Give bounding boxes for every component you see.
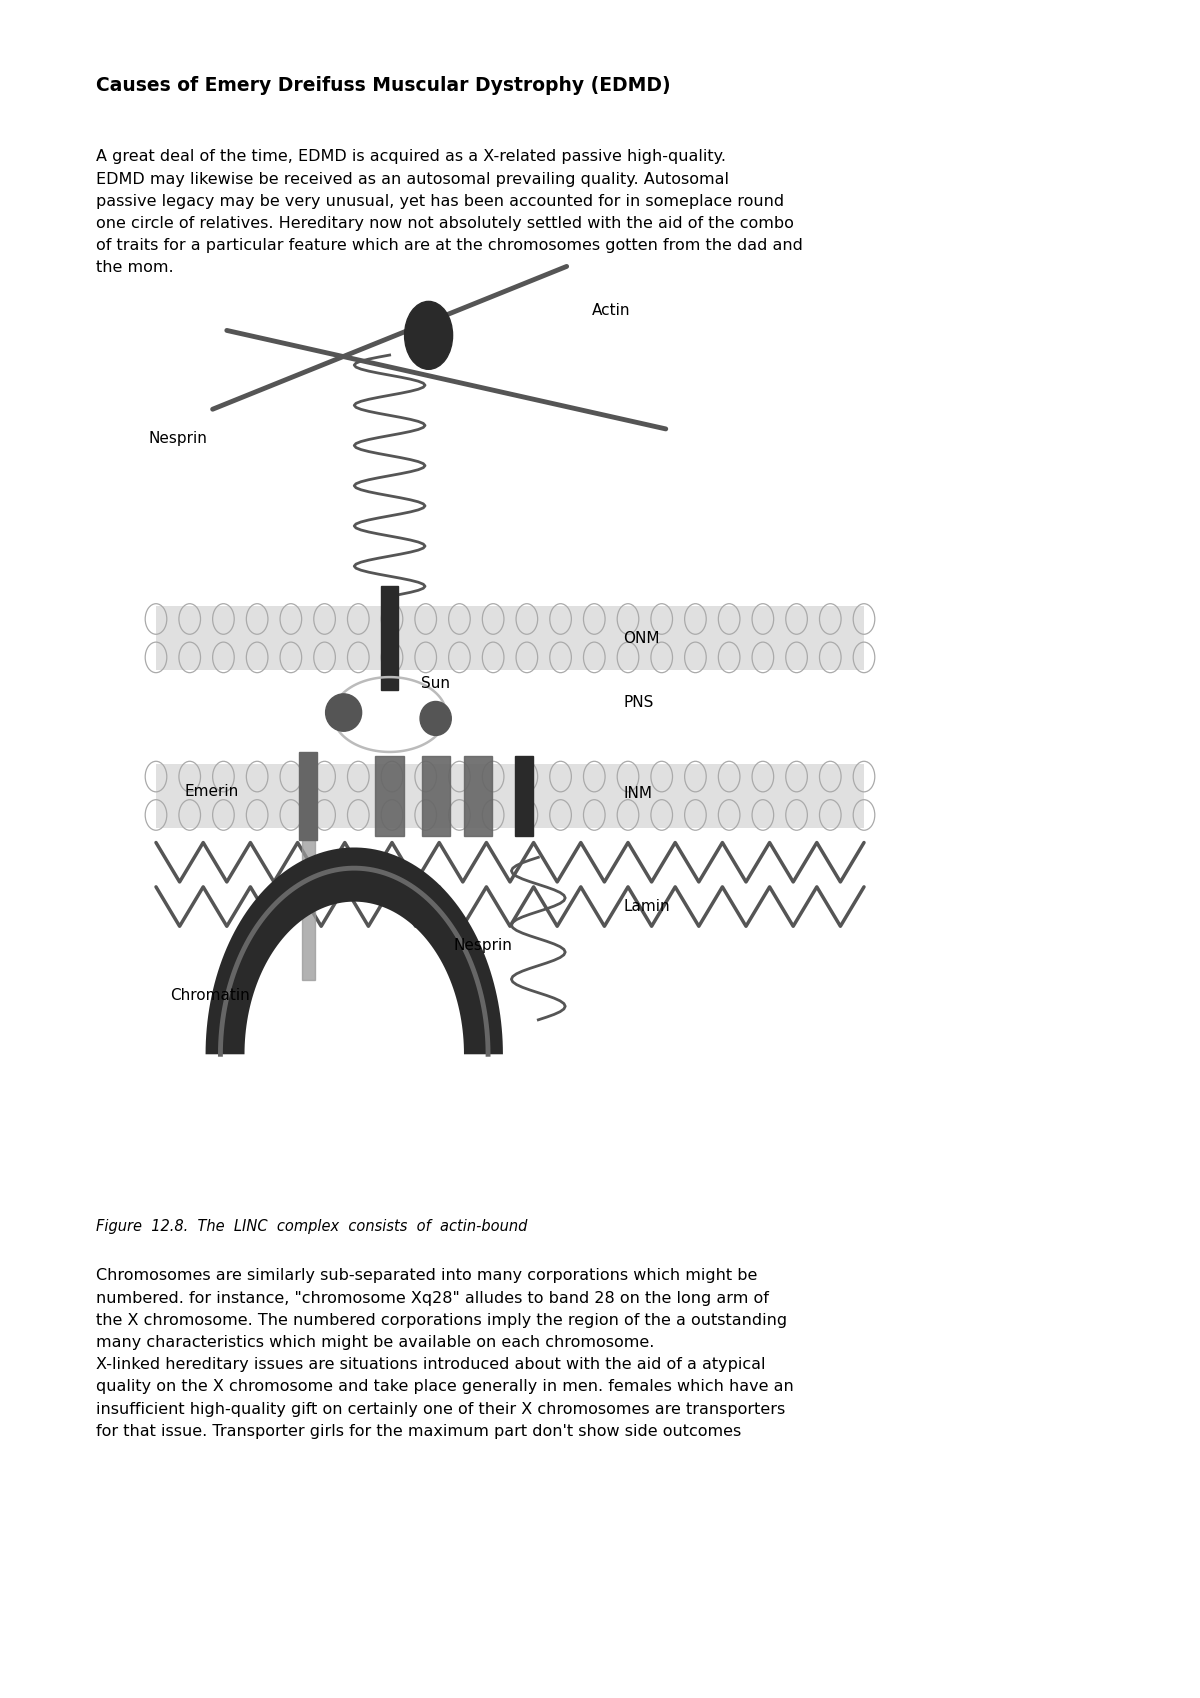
Text: Actin: Actin <box>592 304 630 318</box>
Bar <box>464 756 492 835</box>
Bar <box>421 756 450 835</box>
Text: Nesprin: Nesprin <box>149 431 208 447</box>
Bar <box>376 756 404 835</box>
Bar <box>515 756 533 835</box>
Text: Lamin: Lamin <box>623 898 670 914</box>
Text: Figure  12.8.  The  LINC  complex  consists  of  actin-bound: Figure 12.8. The LINC complex consists o… <box>96 1219 527 1234</box>
Text: A great deal of the time, EDMD is acquired as a X-related passive high-quality.
: A great deal of the time, EDMD is acquir… <box>96 149 803 275</box>
Circle shape <box>404 302 452 370</box>
Text: Emerin: Emerin <box>185 784 239 798</box>
Bar <box>382 586 398 689</box>
Ellipse shape <box>325 694 361 732</box>
Ellipse shape <box>420 701 451 735</box>
Text: Nesprin: Nesprin <box>454 939 512 954</box>
Bar <box>302 764 314 980</box>
Text: ONM: ONM <box>623 632 660 647</box>
Text: INM: INM <box>623 786 653 801</box>
Text: Causes of Emery Dreifuss Muscular Dystrophy (EDMD): Causes of Emery Dreifuss Muscular Dystro… <box>96 76 671 95</box>
Text: Chromosomes are similarly sub-separated into many corporations which might be
nu: Chromosomes are similarly sub-separated … <box>96 1268 793 1438</box>
Bar <box>156 764 864 829</box>
Bar <box>156 606 864 671</box>
Text: PNS: PNS <box>623 694 654 710</box>
Polygon shape <box>205 847 503 1054</box>
Text: Chromatin: Chromatin <box>170 988 250 1004</box>
Bar <box>299 752 318 839</box>
Text: Sun: Sun <box>421 676 450 691</box>
